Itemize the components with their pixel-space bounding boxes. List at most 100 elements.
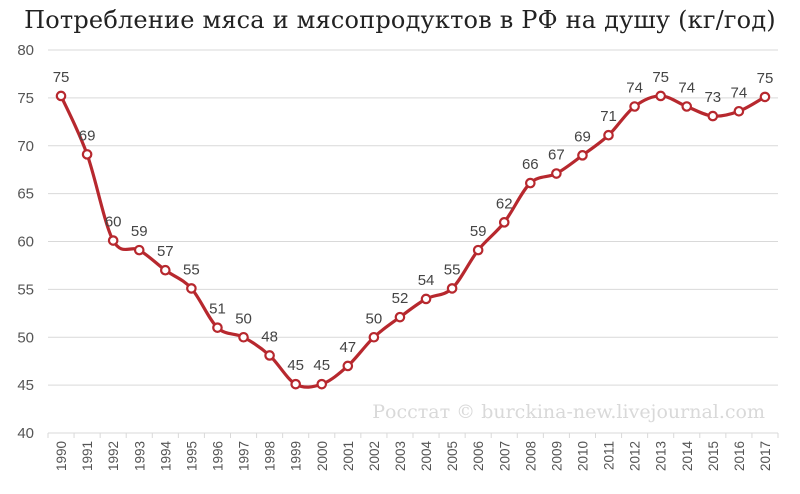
x-tick-label: 2016: [732, 441, 747, 471]
data-point: [446, 283, 458, 294]
data-label: 67: [548, 147, 565, 164]
x-tick-label: 1991: [80, 441, 95, 471]
y-tick-label: 60: [17, 234, 34, 251]
data-point: [133, 244, 145, 256]
y-tick-label: 65: [17, 186, 34, 203]
data-point: [655, 90, 666, 102]
x-tick-label: 1997: [237, 441, 252, 471]
data-point: [577, 150, 588, 161]
x-tick-label: 1995: [184, 441, 199, 471]
series-line: [55, 90, 771, 390]
data-label: 74: [678, 79, 695, 96]
data-label: 75: [652, 69, 669, 86]
data-point: [629, 101, 640, 112]
data-label: 59: [131, 223, 148, 240]
y-tick-label: 70: [17, 138, 34, 155]
data-label: 73: [704, 89, 721, 106]
x-tick-label: 2006: [471, 441, 486, 471]
gridlines: [47, 49, 779, 438]
x-tick-label: 1998: [263, 441, 278, 471]
x-tick-label: 2009: [549, 441, 564, 471]
data-point: [238, 331, 249, 343]
y-axis-ticks: 40 45 50 55 60 65 70 75 80: [17, 42, 34, 442]
data-point: [316, 378, 328, 390]
data-point: [290, 378, 301, 390]
data-label: 62: [496, 195, 513, 212]
x-tick-label: 2005: [445, 441, 460, 471]
data-label: 66: [522, 156, 539, 173]
data-point: [707, 110, 719, 122]
x-tick-label: 2012: [628, 441, 643, 471]
data-point: [759, 91, 771, 103]
data-label: 54: [418, 272, 435, 289]
data-point: [107, 235, 119, 246]
data-label: 60: [105, 214, 122, 231]
x-tick-label: 2014: [680, 441, 695, 472]
y-tick-label: 80: [17, 42, 34, 59]
x-tick-label: 2003: [393, 441, 408, 471]
data-point: [498, 217, 510, 228]
chart-title: Потребление мяса и мясопродуктов в РФ на…: [24, 6, 776, 34]
data-labels: 75 69 60 59 57 55 51 50 48 45 45 47 50 52 54 55 59 62 66 67…: [53, 69, 774, 374]
data-point: [733, 105, 745, 117]
x-tick-label: 2001: [341, 441, 356, 471]
data-point: [525, 177, 536, 189]
y-tick-label: 50: [17, 329, 34, 346]
data-point: [551, 168, 562, 179]
data-point: [420, 293, 432, 305]
data-point: [264, 350, 275, 361]
x-tick-label: 2017: [758, 441, 773, 471]
x-tick-label: 2010: [575, 441, 590, 471]
data-label: 69: [79, 127, 96, 144]
x-tick-label: 1994: [158, 441, 173, 472]
data-point: [342, 360, 354, 372]
data-label: 75: [757, 70, 774, 87]
data-label: 51: [209, 301, 226, 318]
data-point: [55, 90, 67, 102]
data-point: [681, 101, 693, 112]
data-label: 71: [600, 108, 617, 125]
series-line-path: [59, 94, 767, 389]
x-axis-ticks: 1990 1991 1992 1993 1994 1995 1996 1997 1998 1999…: [54, 441, 773, 472]
data-label: 50: [235, 310, 252, 327]
x-tick-label: 2015: [706, 441, 721, 471]
x-tick-label: 2013: [654, 441, 669, 471]
data-point: [160, 264, 171, 276]
data-point: [394, 311, 406, 323]
data-label: 48: [261, 328, 278, 345]
data-label: 57: [157, 243, 174, 260]
data-label: 45: [313, 357, 330, 374]
y-tick-label: 55: [17, 281, 34, 298]
data-label: 74: [626, 79, 643, 96]
data-point: [603, 129, 614, 141]
data-label: 47: [339, 339, 356, 356]
x-tick-label: 2000: [315, 441, 330, 471]
data-label: 59: [470, 223, 487, 240]
data-point: [472, 244, 484, 256]
x-tick-label: 1993: [132, 441, 147, 471]
x-tick-label: 1996: [210, 441, 225, 471]
data-label: 74: [731, 84, 748, 101]
x-tick-label: 2004: [419, 441, 434, 472]
x-tick-label: 1990: [54, 441, 69, 471]
x-tick-label: 2011: [602, 441, 617, 470]
data-label: 69: [574, 128, 591, 145]
data-label: 75: [53, 69, 70, 86]
x-tick-label: 1999: [289, 441, 304, 471]
data-label: 55: [444, 261, 461, 278]
x-tick-label: 2007: [497, 441, 512, 471]
data-label: 55: [183, 261, 200, 278]
x-tick-label: 2008: [523, 441, 538, 471]
watermark: Росстат © burckina-new.livejournal.com: [372, 401, 765, 423]
data-point: [186, 283, 197, 294]
x-tick-label: 2002: [367, 441, 382, 471]
data-label: 45: [287, 357, 304, 374]
y-tick-label: 75: [17, 90, 34, 107]
y-tick-label: 40: [17, 425, 34, 442]
data-point: [81, 149, 93, 160]
y-tick-label: 45: [17, 377, 34, 394]
data-label: 52: [392, 290, 409, 307]
x-tick-label: 1992: [106, 441, 121, 471]
data-point: [212, 322, 223, 333]
